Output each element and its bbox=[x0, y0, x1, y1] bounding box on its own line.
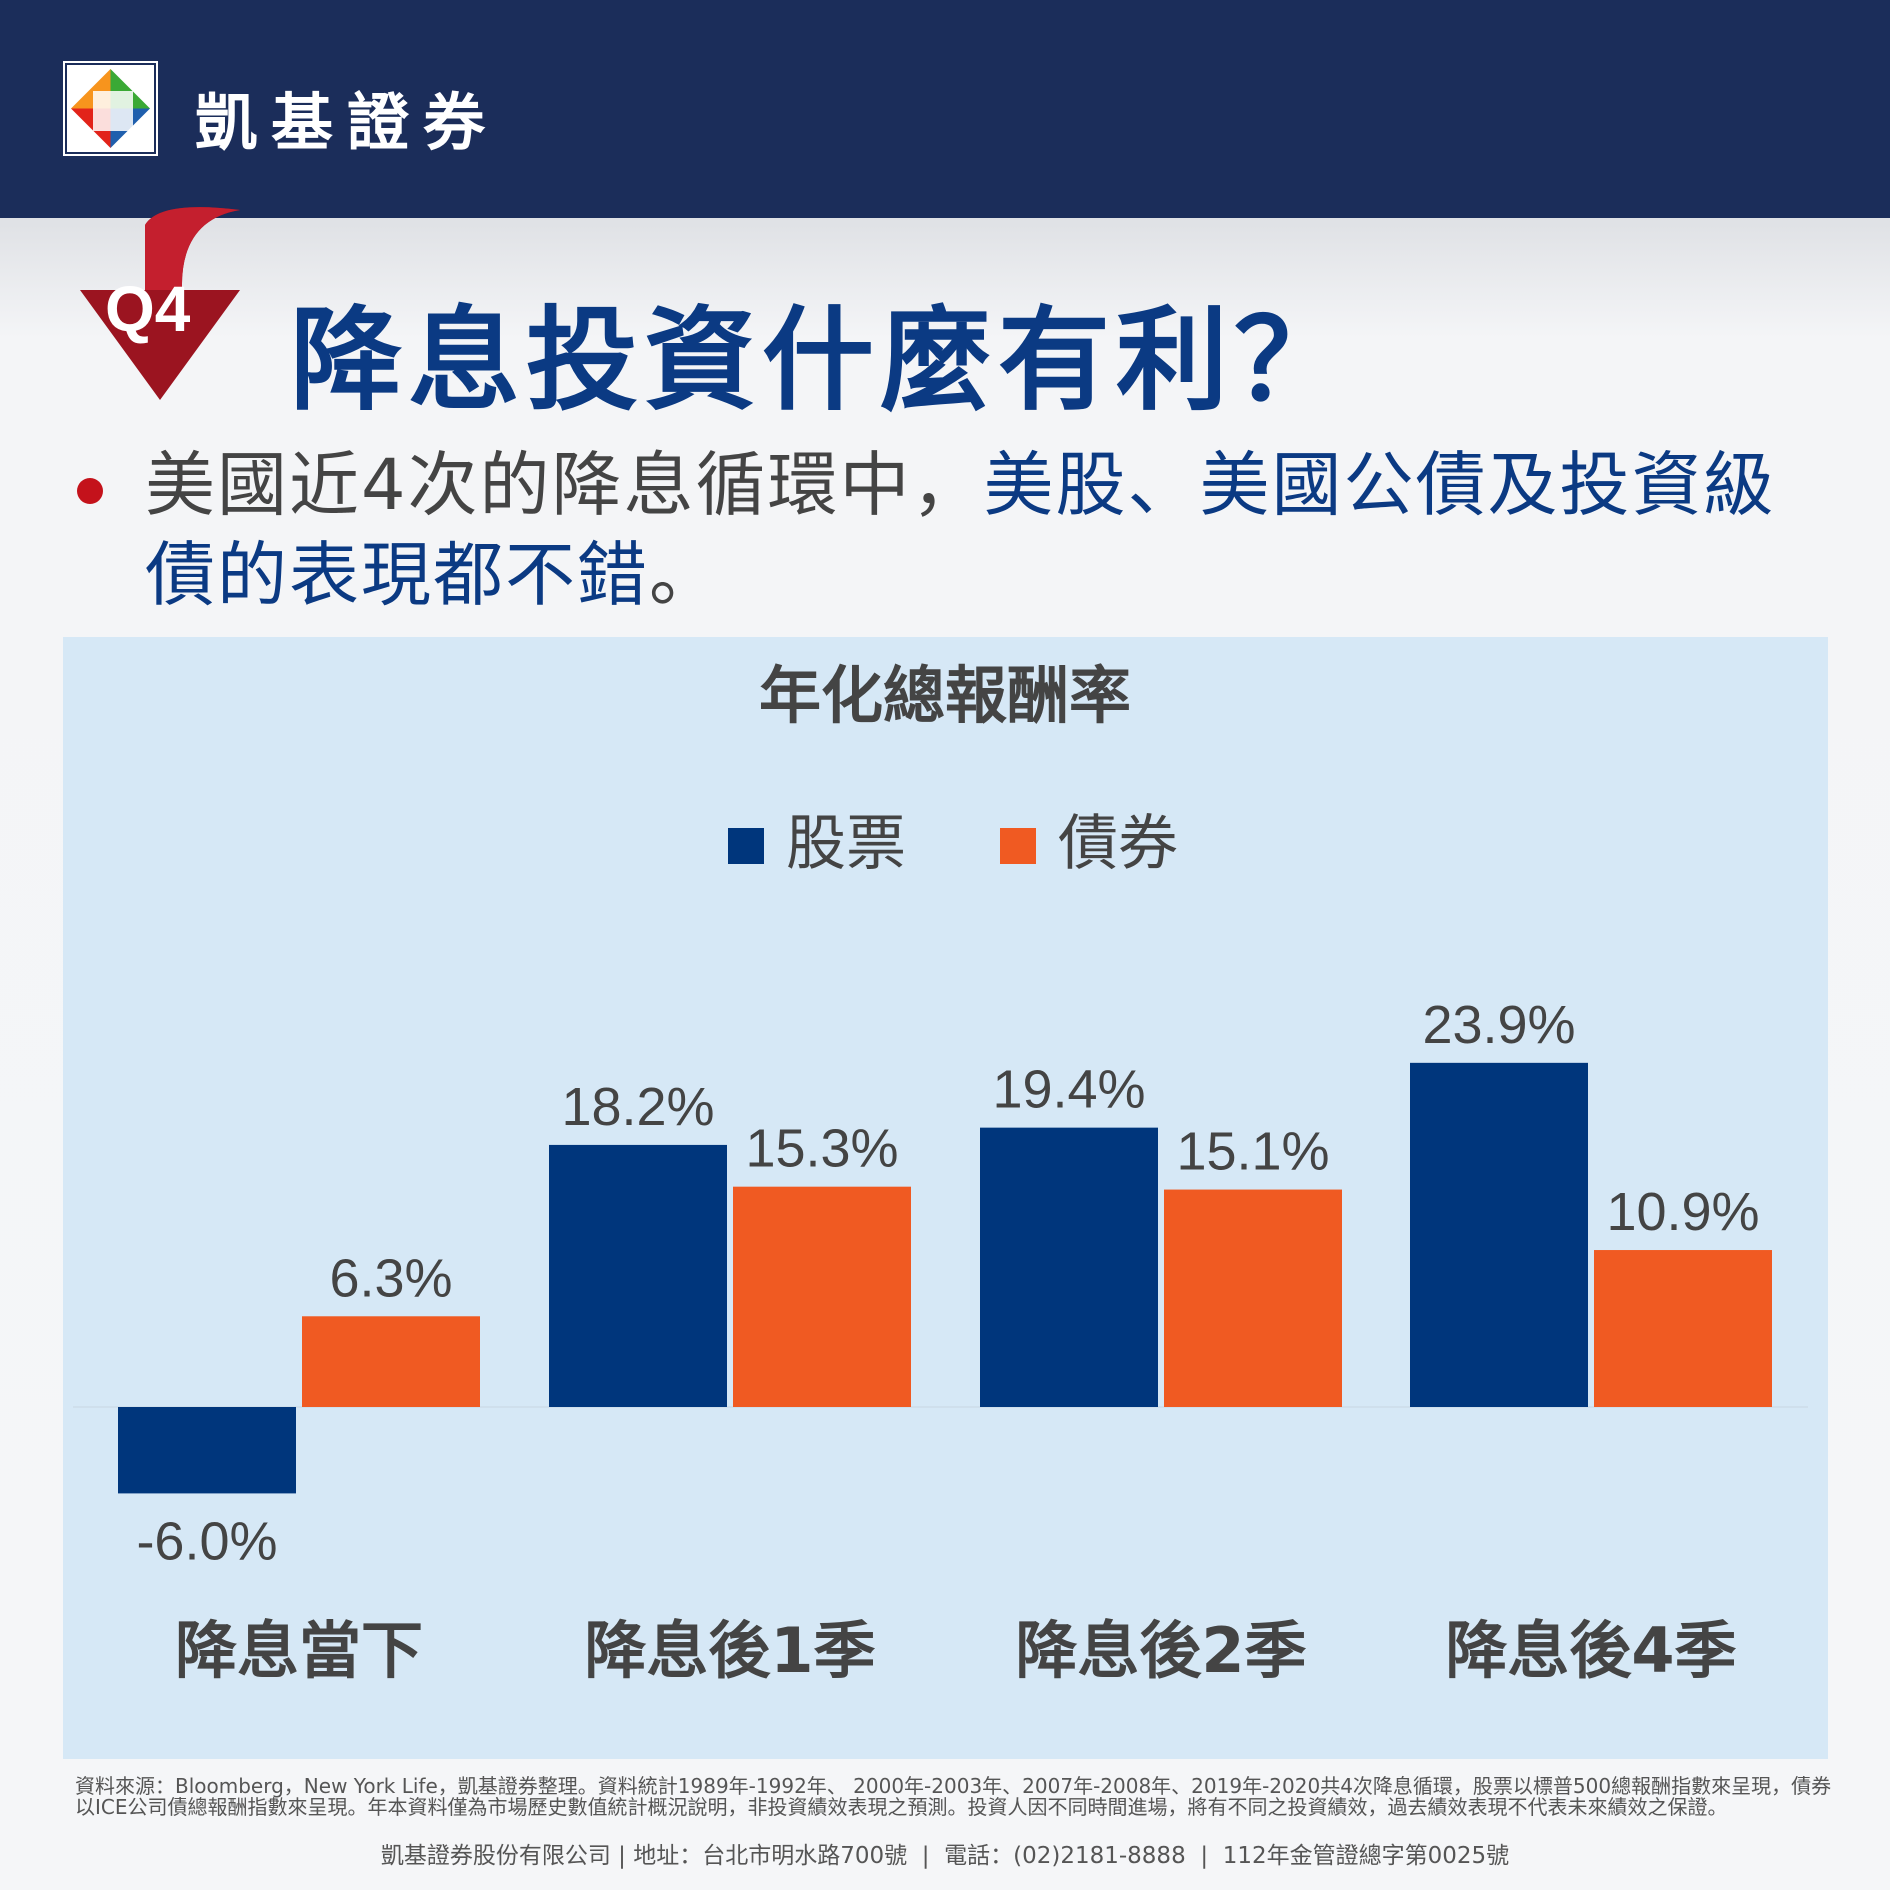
bar-chart: 年化總報酬率 股票 債券 -6.0% 6.3% 降息當下 18.2% 15.3% 降息後1季… bbox=[73, 659, 1808, 1687]
bar-bond-4 bbox=[1594, 1250, 1772, 1407]
bar-stock-1 bbox=[118, 1407, 296, 1494]
data-label-bond-4: 10.9% bbox=[1606, 1182, 1759, 1242]
source-footnote: 資料來源：Bloomberg，New York Life，凱基證券整理。資料統計… bbox=[75, 1774, 1832, 1819]
category-label-3: 降息後2季 bbox=[1015, 1614, 1306, 1687]
legend-label-2: 債券 bbox=[1058, 809, 1178, 879]
bullet-part-1: 美國近4次的降息循環中， bbox=[145, 444, 984, 526]
legend-swatch-1 bbox=[728, 828, 764, 864]
data-label-stock-1: -6.0% bbox=[136, 1511, 277, 1571]
bar-bond-3 bbox=[1164, 1189, 1342, 1407]
header-bar: 凱基證券 bbox=[0, 0, 1890, 218]
data-label-stock-2: 18.2% bbox=[561, 1077, 714, 1137]
bullet-part-3: 。 bbox=[649, 534, 721, 616]
bar-bond-2 bbox=[733, 1186, 911, 1407]
data-label-bond-2: 15.3% bbox=[745, 1119, 898, 1179]
category-label-2: 降息後1季 bbox=[584, 1614, 875, 1687]
category-label-4: 降息後4季 bbox=[1445, 1614, 1736, 1687]
bar-stock-4 bbox=[1410, 1062, 1588, 1407]
down-arrow-badge-icon bbox=[80, 207, 240, 400]
bar-stock-3 bbox=[980, 1127, 1158, 1407]
question-badge: Q4 bbox=[105, 273, 191, 345]
chart-bars: -6.0% 6.3% 降息當下 18.2% 15.3% 降息後1季 19.4% 15.1% 降息… bbox=[73, 995, 1808, 1687]
chart-legend: 股票 債券 bbox=[728, 809, 1178, 879]
bullet-highlight: 美股、美國公債及投資級債的表現都不錯 bbox=[145, 444, 1776, 616]
bar-stock-2 bbox=[549, 1144, 727, 1407]
bullet-dot-icon bbox=[77, 478, 103, 504]
company-footer: 凱基證券股份有限公司 | 地址：台北市明水路700號 | 電話：(02)2181… bbox=[380, 1843, 1510, 1869]
brand-name: 凱基證券 bbox=[195, 86, 500, 159]
legend-label-1: 股票 bbox=[786, 809, 906, 879]
kgi-logo-icon bbox=[63, 61, 158, 156]
data-label-bond-1: 6.3% bbox=[329, 1248, 452, 1308]
data-label-stock-4: 23.9% bbox=[1422, 995, 1575, 1055]
bullet-text: 美國近4次的降息循環中，美股、美國公債及投資級債的表現都不錯。 bbox=[145, 440, 1785, 620]
category-label-1: 降息當下 bbox=[175, 1614, 423, 1687]
page-title: 降息投資什麼有利？ bbox=[290, 296, 1352, 426]
data-label-stock-3: 19.4% bbox=[992, 1060, 1145, 1120]
chart-panel: 年化總報酬率 股票 債券 -6.0% 6.3% 降息當下 18.2% 15.3% 降息後1季… bbox=[63, 637, 1828, 1759]
legend-swatch-2 bbox=[1000, 828, 1036, 864]
data-label-bond-3: 15.1% bbox=[1176, 1122, 1329, 1182]
bar-bond-1 bbox=[302, 1316, 480, 1407]
chart-title: 年化總報酬率 bbox=[759, 659, 1131, 732]
